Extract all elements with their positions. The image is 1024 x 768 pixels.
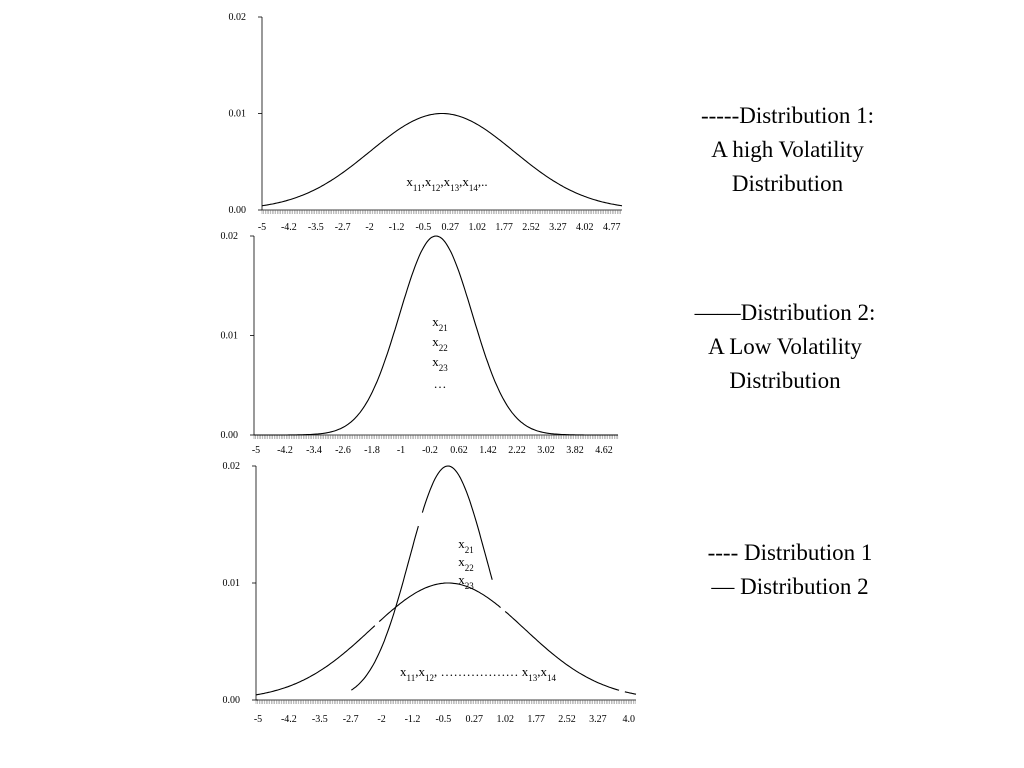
annotation-x2-series: x21: [458, 536, 474, 555]
series-distribution-2-line: [256, 465, 636, 701]
x-tick-label: -0.5: [415, 222, 431, 233]
x-tick-label: -5: [258, 222, 266, 233]
x-tick-label: 1.42: [479, 445, 497, 456]
annotation-x1-series: x11,x12,x13,x14,..: [406, 174, 487, 193]
caption-distribution-1: -----Distribution 1: A high Volatility D…: [660, 99, 915, 201]
x-tick-label: 3.02: [537, 445, 555, 456]
annotation-x1-series: x11,x12, ……………… x13,x14: [400, 664, 556, 683]
x-tick-label: -1.2: [389, 222, 405, 233]
y-tick-label: 0.02: [229, 12, 247, 23]
x-tick-label: -1.2: [405, 714, 421, 725]
x-tick-label: 2.22: [508, 445, 526, 456]
x-tick-label: -2.7: [335, 222, 351, 233]
y-tick-label: 0.02: [223, 461, 241, 472]
series-distribution-1-line: [255, 582, 637, 696]
caption-line: Distribution: [729, 368, 841, 393]
x-tick-label: -2: [377, 714, 385, 725]
annotation-x2-series: …: [434, 376, 447, 391]
y-tick-label: 0.00: [229, 205, 247, 216]
caption-line: ——Distribution 2:: [694, 300, 876, 325]
caption-line: -----Distribution 1:: [700, 103, 875, 128]
x-tick-label: -5: [254, 714, 262, 725]
annotation-x2-series: x23: [432, 354, 448, 373]
series-distribution-1-line: [261, 112, 623, 207]
x-tick-label: 1.77: [495, 222, 513, 233]
caption-legend: ---- Distribution 1 — Distribution 2: [665, 536, 915, 604]
x-tick-label: -4.2: [277, 445, 293, 456]
legend-entry-distribution-2: — Distribution 2: [711, 574, 869, 599]
x-tick-label: 3.82: [566, 445, 584, 456]
x-tick-label: 2.52: [522, 222, 540, 233]
x-tick-label: 0.27: [466, 714, 484, 725]
caption-distribution-2: ——Distribution 2: A Low Volatility Distr…: [660, 296, 910, 398]
chart-distribution-comparison: 0.02 0.01 0.00 -5 -4.2 -3.5 -2.7 -2 -1.2 -0.5 0.27…: [223, 461, 637, 725]
x-tick-label: -1.8: [364, 445, 380, 456]
x-tick-label: -2.7: [343, 714, 359, 725]
legend-entry-distribution-1: ---- Distribution 1: [707, 540, 873, 565]
x-tick-label: 2.52: [558, 714, 576, 725]
y-tick-label: 0.01: [223, 578, 241, 589]
annotation-x2-series: x23: [458, 572, 474, 591]
y-tick-label: 0.01: [221, 331, 239, 342]
annotation-x2-series: x21: [432, 314, 448, 333]
x-tick-label: 1.77: [527, 714, 545, 725]
annotation-x2-series: x22: [458, 554, 474, 573]
x-tick-label: 4.0: [623, 714, 636, 725]
caption-line: A Low Volatility: [708, 334, 862, 359]
x-tick-label: -5: [252, 445, 260, 456]
x-tick-label: 1.02: [496, 714, 514, 725]
chart-distribution-1: 0.02 0.01 0.00 -5 -4.2 -3.5 -2.7 -2 -1.2 -0.5 0.27…: [229, 12, 623, 233]
x-tick-label: 4.77: [603, 222, 621, 233]
annotation-x2-series: x22: [432, 334, 448, 353]
x-tick-label: 0.62: [450, 445, 468, 456]
x-tick-label: -2.6: [335, 445, 351, 456]
x-tick-label: -4.2: [281, 714, 297, 725]
x-tick-label: -1: [397, 445, 405, 456]
y-tick-label: 0.02: [221, 231, 239, 242]
x-tick-label: 0.27: [442, 222, 460, 233]
x-tick-label: 4.02: [576, 222, 594, 233]
x-tick-label: -3.5: [308, 222, 324, 233]
chart-distribution-2: 0.02 0.01 0.00 -5 -4.2 -3.4 -2.6 -1.8 -1 -0.2 0.62…: [221, 231, 618, 456]
x-tick-label: -3.4: [306, 445, 322, 456]
y-tick-label: 0.01: [229, 109, 247, 120]
x-tick-label: -2: [365, 222, 373, 233]
y-tick-label: 0.00: [221, 430, 239, 441]
x-tick-label: 3.27: [589, 714, 607, 725]
x-tick-label: 1.02: [468, 222, 486, 233]
caption-line: A high Volatility: [711, 137, 864, 162]
x-tick-label: -0.2: [422, 445, 438, 456]
series-distribution-2-line: [254, 235, 618, 436]
x-tick-label: -0.5: [435, 714, 451, 725]
x-tick-label: 3.27: [549, 222, 567, 233]
x-tick-label: 4.62: [595, 445, 613, 456]
x-tick-label: -3.5: [312, 714, 328, 725]
y-tick-label: 0.00: [223, 695, 241, 706]
caption-line: Distribution: [731, 171, 844, 196]
x-tick-label: -4.2: [281, 222, 297, 233]
